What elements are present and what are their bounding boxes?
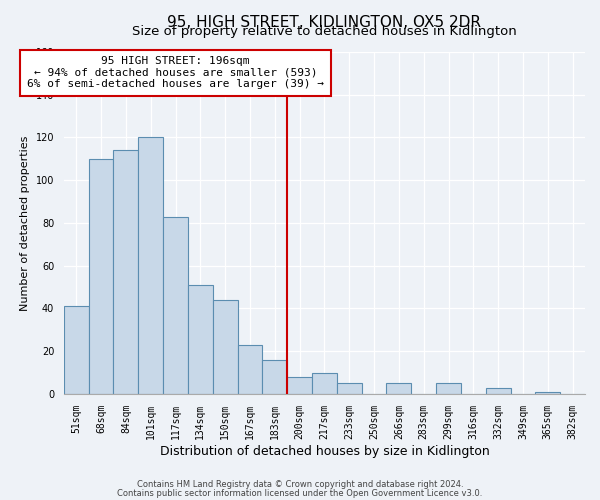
Bar [436,384,461,394]
Bar [163,216,188,394]
Y-axis label: Number of detached properties: Number of detached properties [20,136,30,310]
Bar [238,345,262,394]
X-axis label: Distribution of detached houses by size in Kidlington: Distribution of detached houses by size … [160,444,490,458]
Text: 95 HIGH STREET: 196sqm
← 94% of detached houses are smaller (593)
6% of semi-det: 95 HIGH STREET: 196sqm ← 94% of detached… [27,56,324,90]
Bar [262,360,287,394]
Bar [312,372,337,394]
Bar [386,384,411,394]
Text: Contains public sector information licensed under the Open Government Licence v3: Contains public sector information licen… [118,488,482,498]
Bar [337,384,362,394]
Bar [188,285,213,394]
Bar [113,150,139,394]
Bar [64,306,89,394]
Bar [89,159,113,394]
Bar [139,138,163,394]
Bar [486,388,511,394]
Bar [535,392,560,394]
Bar [287,377,312,394]
Text: Size of property relative to detached houses in Kidlington: Size of property relative to detached ho… [132,26,517,38]
Text: Contains HM Land Registry data © Crown copyright and database right 2024.: Contains HM Land Registry data © Crown c… [137,480,463,489]
Bar [213,300,238,394]
Title: 95, HIGH STREET, KIDLINGTON, OX5 2DR: 95, HIGH STREET, KIDLINGTON, OX5 2DR [167,15,481,30]
